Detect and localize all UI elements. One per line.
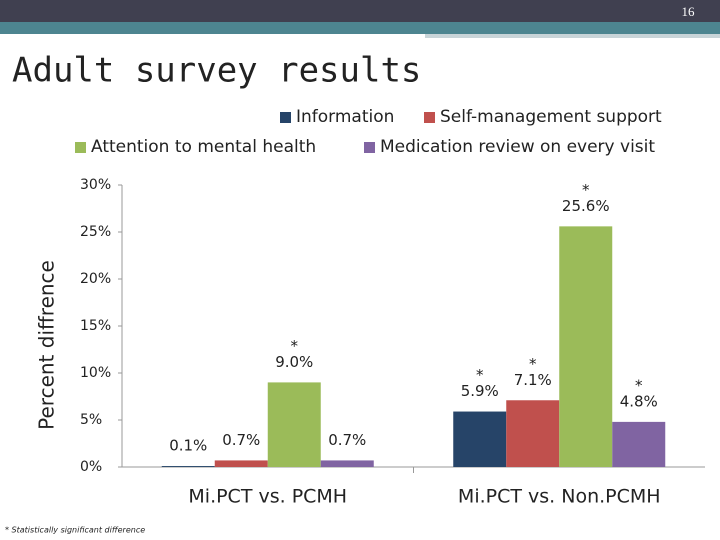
bar [453, 411, 507, 467]
y-tick-label: 5% [80, 412, 102, 428]
value-label: 0.7% [328, 431, 366, 449]
value-label: 0.1% [169, 437, 207, 455]
value-label: 5.9% [461, 382, 499, 400]
legend-label: Medication review on every visit [380, 137, 655, 157]
bar [559, 226, 613, 467]
significance-marker: * [291, 337, 299, 355]
value-label: 25.6% [562, 197, 610, 215]
bar [161, 466, 215, 467]
x-tick-label: Mi.PCT vs. PCMH [188, 486, 347, 508]
legend-swatch [280, 112, 291, 123]
significance-marker: * [476, 366, 484, 384]
value-label: 7.1% [514, 371, 552, 389]
significance-marker: * [582, 181, 590, 199]
bar [506, 400, 560, 467]
value-label: 9.0% [275, 353, 313, 371]
slide-number: 16 [682, 4, 696, 19]
header-band [0, 22, 720, 34]
significance-marker: * [635, 376, 643, 394]
x-tick-label: Mi.PCT vs. Non.PCMH [458, 486, 661, 508]
header-bar [0, 0, 720, 22]
y-tick-label: 25% [80, 224, 111, 240]
y-tick-label: 15% [80, 318, 111, 334]
legend-label: Information [296, 107, 394, 127]
significance-marker: * [529, 355, 537, 373]
footnote: * Statistically significant difference [5, 526, 145, 535]
bar [267, 382, 321, 467]
slide-title: Adult survey results [12, 51, 421, 91]
legend-swatch [364, 142, 375, 153]
header-rule [425, 34, 720, 38]
value-label: 4.8% [620, 392, 658, 410]
y-tick-label: 30% [80, 177, 111, 193]
y-tick-label: 0% [80, 459, 102, 475]
bar [320, 460, 374, 467]
bar [214, 460, 268, 467]
legend-swatch [75, 142, 86, 153]
y-tick-label: 20% [80, 271, 111, 287]
legend-swatch [424, 112, 435, 123]
legend-label: Self-management support [440, 107, 662, 127]
legend-label: Attention to mental health [91, 137, 316, 157]
value-label: 0.7% [222, 431, 260, 449]
y-axis-label: Percent diffrence [35, 260, 59, 430]
bar [612, 421, 666, 467]
y-tick-label: 10% [80, 365, 111, 381]
